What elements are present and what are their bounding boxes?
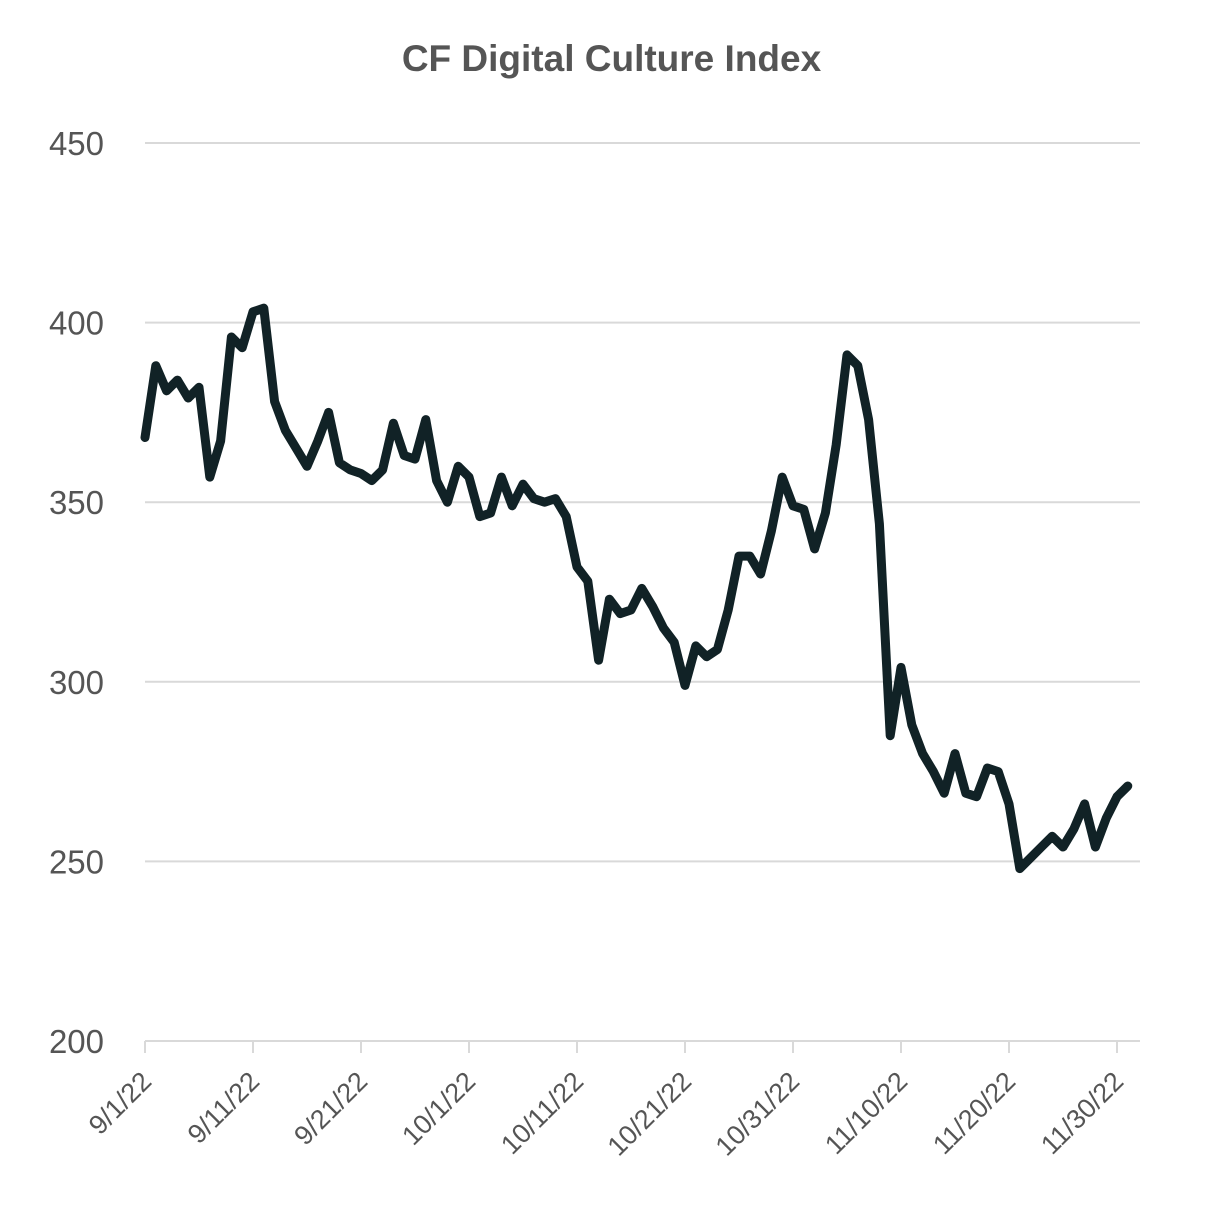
x-tick-label: 9/21/22 xyxy=(288,1066,373,1151)
x-tick-label: 9/1/22 xyxy=(83,1066,157,1140)
x-tick-label: 10/11/22 xyxy=(495,1066,589,1160)
y-tick-label: 350 xyxy=(49,484,104,521)
chart-title: CF Digital Culture Index xyxy=(401,38,822,79)
x-tick-label: 9/11/22 xyxy=(182,1066,266,1150)
x-tick-label: 11/10/22 xyxy=(819,1066,913,1160)
x-tick-label: 10/31/22 xyxy=(710,1066,806,1162)
x-tick-label: 11/20/22 xyxy=(927,1066,1021,1160)
y-tick-label: 250 xyxy=(49,843,104,880)
series-line xyxy=(140,303,1133,874)
y-tick-label: 450 xyxy=(49,125,104,162)
y-tick-label: 400 xyxy=(49,305,104,342)
x-tick-label: 10/1/22 xyxy=(396,1066,481,1151)
y-tick-label: 300 xyxy=(49,664,104,701)
x-tick-label: 10/21/22 xyxy=(602,1066,698,1162)
x-tick-label: 11/30/22 xyxy=(1035,1066,1129,1160)
y-tick-label: 200 xyxy=(49,1023,104,1060)
